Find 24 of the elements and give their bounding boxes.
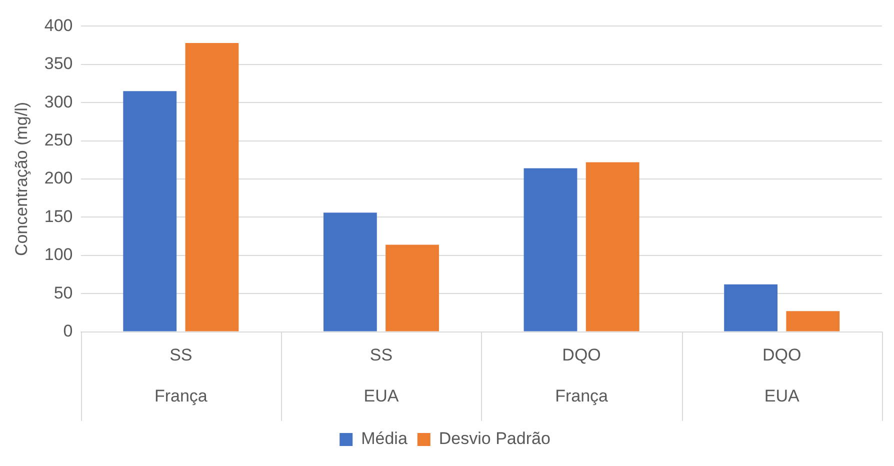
bar — [123, 91, 177, 332]
y-tick-label: 100 — [44, 245, 73, 264]
y-tick-label: 0 — [63, 321, 73, 340]
bar — [386, 244, 439, 332]
bar — [323, 212, 377, 332]
bar — [786, 311, 840, 332]
legend-label: Média — [361, 429, 408, 448]
y-tick-label: 50 — [54, 283, 73, 302]
bar — [724, 284, 778, 332]
bar — [524, 168, 578, 332]
y-tick-label: 300 — [44, 92, 73, 112]
bar — [586, 162, 640, 332]
y-axis-title: Concentração (mg/l) — [12, 102, 31, 256]
category-label: SS EUA — [364, 346, 399, 406]
y-tick-label: 150 — [44, 206, 73, 226]
y-tick-label: 250 — [44, 130, 73, 150]
bar — [185, 43, 239, 332]
y-tick-label: 350 — [44, 54, 73, 74]
legend-label: Desvio Padrão — [438, 429, 550, 448]
y-tick-label: 400 — [44, 16, 73, 35]
category-label: DQO França — [555, 346, 608, 406]
category-label: DQO EUA — [762, 346, 802, 406]
category-label: SS França — [154, 346, 208, 406]
y-tick-label: 200 — [44, 168, 73, 188]
